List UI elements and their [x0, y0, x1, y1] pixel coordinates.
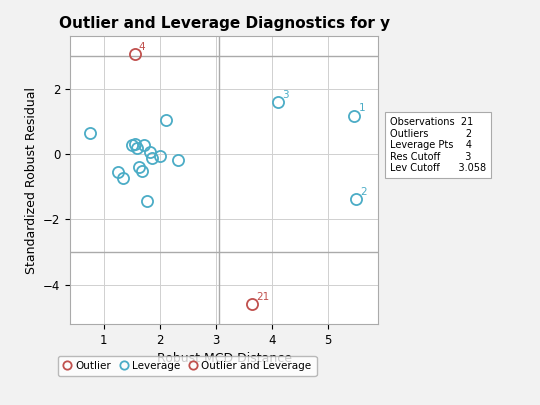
Text: 4: 4	[139, 42, 145, 52]
Text: 1: 1	[359, 103, 365, 113]
Title: Outlier and Leverage Diagnostics for y: Outlier and Leverage Diagnostics for y	[58, 16, 390, 31]
Text: 3: 3	[282, 90, 289, 100]
X-axis label: Robust MCD Distance: Robust MCD Distance	[157, 352, 292, 365]
Text: 21: 21	[256, 292, 269, 302]
Legend: Outlier, Leverage, Outlier and Leverage: Outlier, Leverage, Outlier and Leverage	[58, 356, 316, 376]
Text: Observations  21
Outliers            2
Leverage Pts    4
Res Cutoff        3
Lev: Observations 21 Outliers 2 Leverage Pts …	[390, 117, 487, 173]
Y-axis label: Standardized Robust Residual: Standardized Robust Residual	[24, 87, 38, 274]
Text: 2: 2	[360, 187, 367, 197]
